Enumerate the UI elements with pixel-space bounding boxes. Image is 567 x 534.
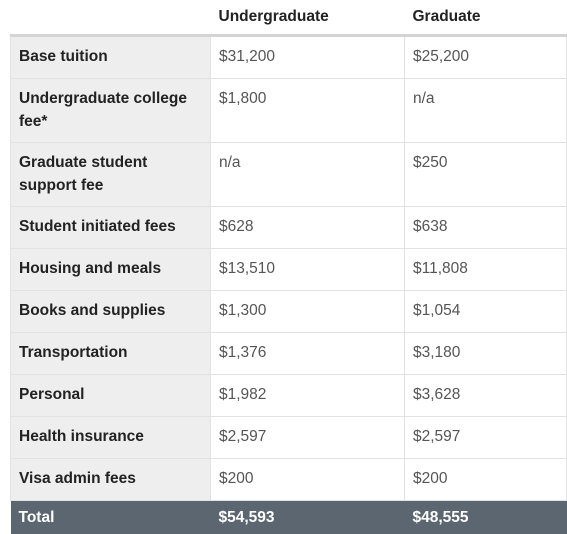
- total-label: Total: [11, 501, 211, 534]
- undergraduate-value: $1,300: [211, 291, 405, 333]
- table-row: Graduate student support fee n/a $250: [11, 143, 567, 207]
- undergraduate-value: $1,800: [211, 79, 405, 143]
- graduate-value: $3,628: [405, 375, 567, 417]
- table-body: Base tuition $31,200 $25,200 Undergradua…: [11, 36, 567, 501]
- table-header: Undergraduate Graduate: [11, 0, 567, 36]
- table-row: Visa admin fees $200 $200: [11, 459, 567, 501]
- row-label: Personal: [11, 375, 211, 417]
- total-row: Total $54,593 $48,555: [11, 501, 567, 534]
- undergraduate-value: n/a: [211, 143, 405, 207]
- total-undergraduate: $54,593: [211, 501, 405, 534]
- graduate-value: $2,597: [405, 417, 567, 459]
- table-row: Housing and meals $13,510 $11,808: [11, 249, 567, 291]
- row-label: Health insurance: [11, 417, 211, 459]
- table-footer: Total $54,593 $48,555: [11, 501, 567, 534]
- graduate-value: $25,200: [405, 36, 567, 79]
- graduate-value: $638: [405, 207, 567, 249]
- cost-of-attendance-table: Undergraduate Graduate Base tuition $31,…: [10, 0, 567, 534]
- row-label: Student initiated fees: [11, 207, 211, 249]
- row-label: Visa admin fees: [11, 459, 211, 501]
- undergraduate-value: $13,510: [211, 249, 405, 291]
- graduate-value: $200: [405, 459, 567, 501]
- table-row: Student initiated fees $628 $638: [11, 207, 567, 249]
- row-label: Undergraduate college fee*: [11, 79, 211, 143]
- table-row: Transportation $1,376 $3,180: [11, 333, 567, 375]
- undergraduate-value: $200: [211, 459, 405, 501]
- row-label: Base tuition: [11, 36, 211, 79]
- undergraduate-value: $1,376: [211, 333, 405, 375]
- undergraduate-value: $31,200: [211, 36, 405, 79]
- table-row: Undergraduate college fee* $1,800 n/a: [11, 79, 567, 143]
- row-label: Books and supplies: [11, 291, 211, 333]
- graduate-value: $3,180: [405, 333, 567, 375]
- undergraduate-value: $2,597: [211, 417, 405, 459]
- row-label: Graduate student support fee: [11, 143, 211, 207]
- row-label: Housing and meals: [11, 249, 211, 291]
- table-row: Health insurance $2,597 $2,597: [11, 417, 567, 459]
- cost-table-container: Undergraduate Graduate Base tuition $31,…: [0, 0, 567, 518]
- table-row: Base tuition $31,200 $25,200: [11, 36, 567, 79]
- graduate-value: $1,054: [405, 291, 567, 333]
- graduate-value: n/a: [405, 79, 567, 143]
- total-graduate: $48,555: [405, 501, 567, 534]
- undergraduate-value: $1,982: [211, 375, 405, 417]
- table-row: Personal $1,982 $3,628: [11, 375, 567, 417]
- header-blank-cell: [11, 0, 211, 36]
- undergraduate-value: $628: [211, 207, 405, 249]
- header-row: Undergraduate Graduate: [11, 0, 567, 36]
- row-label: Transportation: [11, 333, 211, 375]
- header-graduate: Graduate: [405, 0, 567, 36]
- table-row: Books and supplies $1,300 $1,054: [11, 291, 567, 333]
- graduate-value: $250: [405, 143, 567, 207]
- graduate-value: $11,808: [405, 249, 567, 291]
- header-undergraduate: Undergraduate: [211, 0, 405, 36]
